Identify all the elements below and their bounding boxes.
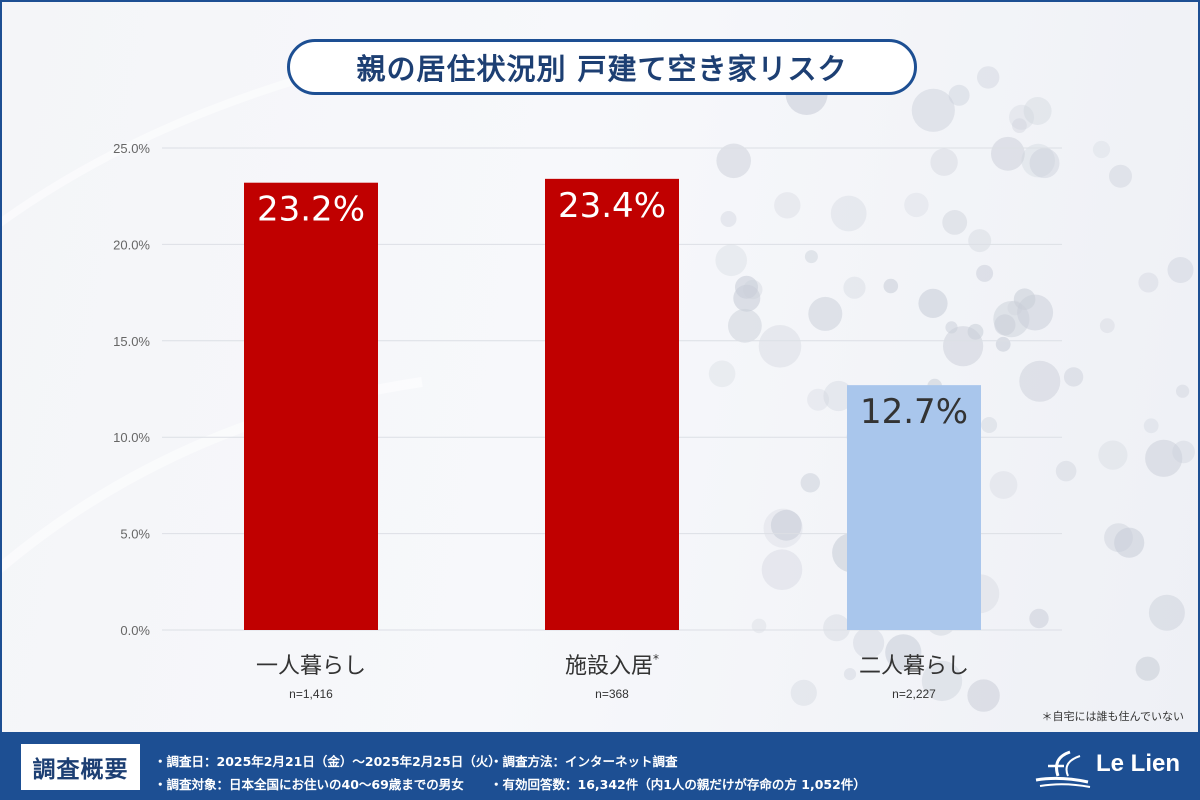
decor-dot — [883, 278, 899, 294]
decor-dot — [807, 388, 830, 411]
logo-text: Le Lien — [1096, 750, 1181, 777]
y-axis: 0.0% 5.0% 10.0% 15.0% 20.0% 25.0% — [113, 141, 150, 638]
category-footnote-mark: * — [653, 652, 659, 666]
sample-size-label: n=368 — [595, 687, 629, 701]
decor-dot — [843, 276, 866, 299]
bar — [847, 385, 981, 630]
bar-value-label: 23.4% — [558, 186, 666, 226]
decor-dot — [943, 326, 984, 367]
decor-dot — [948, 84, 970, 106]
decor-dot — [1176, 384, 1190, 398]
decor-dot — [1098, 440, 1128, 470]
decor-dot — [1109, 164, 1132, 188]
decor-dot — [968, 229, 992, 253]
category-label: 施設入居* — [565, 652, 659, 679]
survey-date: ・調査日：2025年2月21日（金）〜2025年2月25日（火） — [154, 754, 501, 769]
decor-dot — [823, 614, 851, 642]
decor-dot — [930, 148, 958, 176]
survey-method: ・調査方法：インターネット調査 — [490, 754, 678, 769]
y-tick-label: 5.0% — [120, 527, 150, 542]
chart-title: 親の居住状況別 戸建て空き家リスク — [287, 39, 917, 95]
decor-dot — [1063, 367, 1084, 387]
decor-dot — [830, 195, 867, 232]
decor-dot — [800, 473, 820, 493]
y-tick-label: 25.0% — [113, 141, 150, 156]
decor-dot — [885, 634, 922, 671]
survey-target: ・調査対象：日本全国にお住いの40〜69歳までの男女 — [154, 777, 464, 792]
bar-value-label: 12.7% — [860, 392, 968, 432]
survey-summary-footer: 調査概要 ・調査日：2025年2月21日（金）〜2025年2月25日（火） ・調… — [2, 732, 1198, 798]
bar-value-label: 23.2% — [257, 190, 365, 230]
decor-dot — [843, 668, 857, 681]
decor-dot — [942, 210, 968, 235]
decor-dot — [708, 360, 736, 388]
decor-dot — [1148, 594, 1185, 631]
decor-dot — [804, 250, 818, 264]
decor-dot — [774, 192, 801, 219]
decor-dot — [1138, 272, 1159, 293]
decor-dot — [1055, 460, 1077, 482]
survey-responses: ・有効回答数：16,342件（内1人の親だけが存命の方 1,052件） — [490, 777, 866, 792]
decor-dot — [823, 380, 854, 412]
decor-dot — [921, 660, 963, 702]
decor-dot — [976, 264, 994, 282]
le-lien-logo — [1035, 750, 1091, 788]
decor-dot — [981, 417, 998, 433]
bar — [545, 178, 679, 630]
y-tick-label: 15.0% — [113, 334, 150, 349]
decor-dot — [1019, 360, 1061, 402]
decor-dot — [1167, 257, 1194, 283]
decor-dot — [720, 211, 737, 227]
decor-dot — [758, 325, 802, 368]
decor-dot — [1172, 440, 1195, 464]
decor-dot — [1145, 439, 1183, 477]
y-tick-label: 20.0% — [113, 237, 150, 252]
category-label: 一人暮らし — [256, 654, 366, 679]
decor-dot — [918, 288, 948, 318]
decor-dot — [911, 88, 955, 132]
decor-dot — [1009, 104, 1034, 130]
sample-size-label: n=2,227 — [892, 687, 936, 701]
bar-chart: 0.0% 5.0% 10.0% 15.0% 20.0% 25.0% 23.2% 23.4% 1… — [113, 141, 1062, 701]
decor-dot — [808, 296, 843, 331]
bar — [244, 182, 378, 631]
decor-dot — [1135, 656, 1160, 681]
chart-title-text: 親の居住状況別 戸建て空き家リスク — [356, 52, 848, 86]
decor-dot — [735, 275, 758, 299]
decor-dot — [853, 627, 885, 659]
decor-dot — [728, 308, 762, 343]
decor-dot — [716, 143, 751, 179]
decor-dot — [967, 679, 1000, 712]
footnote: ＊自宅には誰も住んでいない — [1041, 710, 1184, 723]
decor-dot — [1021, 143, 1055, 178]
survey-summary-label: 調査概要 — [21, 744, 140, 790]
y-tick-label: 0.0% — [120, 623, 150, 638]
decor-dot — [1099, 318, 1115, 334]
decor-dot — [1029, 148, 1060, 179]
decor-dot — [1114, 527, 1145, 558]
decor-dot — [991, 136, 1025, 171]
decor-dot — [1012, 118, 1027, 133]
decor-dot — [904, 192, 929, 218]
decor-dot — [977, 66, 1000, 89]
sample-size-label: n=1,416 — [289, 687, 333, 701]
decor-dot — [761, 549, 803, 590]
decor-dot — [994, 314, 1016, 336]
decor-dot — [1023, 97, 1052, 125]
decor-dot — [770, 509, 802, 541]
decor-dot — [715, 244, 747, 277]
decor-dot — [989, 471, 1018, 499]
x-axis: 一人暮らし n=1,416 施設入居* n=368 二人暮らし n=2,227 — [256, 652, 969, 701]
y-tick-label: 10.0% — [113, 430, 150, 445]
decor-dot — [1029, 608, 1049, 629]
category-label: 二人暮らし — [859, 654, 969, 679]
decor-dot — [1143, 418, 1159, 434]
decor-dot — [790, 679, 817, 706]
decor-dot — [1013, 288, 1036, 311]
decor-dot — [1092, 140, 1111, 159]
bars: 23.2% 23.4% 12.7% — [244, 178, 981, 631]
